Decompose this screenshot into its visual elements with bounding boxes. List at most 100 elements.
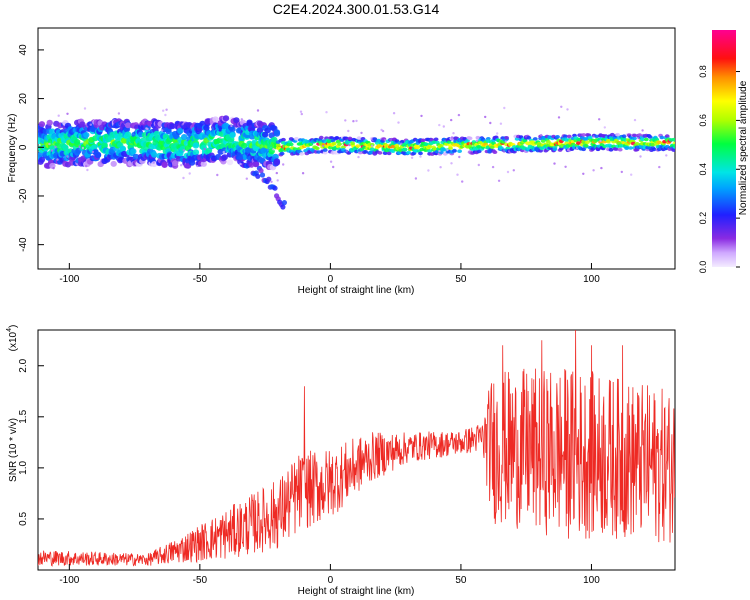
spectrogram-cell [382, 151, 388, 155]
x-tick-label: 0 [328, 575, 334, 586]
spectrogram-cell [583, 143, 589, 148]
spectrogram-speckle [564, 165, 567, 168]
spectrogram-cell [634, 142, 640, 146]
colorbar: 0.0 0.2 0.4 0.6 0.8 Normalized spectral ampl… [698, 30, 749, 273]
spectrogram-speckle [174, 162, 177, 165]
spectrogram-cell [272, 153, 279, 160]
colorbar-tick-label: 0.4 [698, 163, 708, 176]
spectrogram-speckle [222, 150, 225, 154]
spectrogram-speckle [499, 122, 503, 125]
y-tick-label: 2.0 [18, 358, 29, 372]
spectrogram-speckle [152, 161, 155, 164]
snr-series-line [38, 330, 675, 567]
spectrogram-cell [643, 137, 649, 142]
spectrogram-cell [212, 116, 219, 123]
snr-panel: -100 -50 0 50 100 0.5 1.0 1.5 2.0 Height of str… [6, 325, 676, 597]
spectrogram-speckle [427, 169, 430, 172]
spectrogram-cell [427, 144, 432, 149]
spectrogram-speckle [566, 108, 569, 111]
snr-x-ticks: -100 -50 0 50 100 [59, 564, 600, 586]
x-tick-label: -100 [59, 575, 79, 586]
spectrogram-speckle [410, 156, 414, 159]
spectrogram-speckle [348, 143, 351, 147]
spectrogram-speckle [496, 132, 499, 135]
spectrogram-cell [221, 154, 228, 161]
spectrogram-cell [671, 148, 675, 152]
spectrogram-speckle [557, 116, 561, 119]
spectrogram-cell [245, 147, 252, 154]
y-tick-label: 20 [18, 93, 29, 105]
spectrogram-speckle [603, 126, 606, 129]
spectrogram-cell [672, 143, 675, 148]
spectrogram-cell [281, 137, 286, 142]
spectrogram-cell [328, 145, 333, 150]
spectrogram-speckle [360, 131, 363, 135]
spectrogram-cell [294, 137, 299, 141]
snr-frame [37, 329, 676, 571]
spectrogram-speckle [592, 135, 595, 138]
colorbar-tick-label: 0.8 [698, 65, 708, 78]
spectrogram-speckle [582, 172, 585, 175]
spectrogram-speckle [641, 129, 644, 132]
spectrogram-cell [161, 162, 168, 168]
spectrogram-speckle [272, 148, 275, 151]
y-tick-label: 1.0 [18, 460, 29, 474]
spectrogram-speckle [461, 180, 464, 183]
spectrogram-cell [671, 137, 675, 142]
spectrogram-cell [38, 121, 46, 128]
spectrogram-y-label: Frequency (Hz) [7, 114, 18, 183]
spectrogram-speckle [438, 149, 441, 153]
spectrogram-panel: -100 -50 0 50 100 -40 -20 0 20 40 Height of stra… [7, 27, 676, 296]
spectrogram-speckle [592, 169, 595, 172]
spectrogram-speckle [145, 127, 148, 130]
spectrogram-speckle [512, 169, 515, 172]
snr-scale-exp: 4 [6, 328, 13, 332]
spectrogram-speckle [282, 163, 285, 166]
spectrogram-cell [222, 115, 230, 122]
spectrogram-cell [94, 152, 102, 159]
spectrogram-cell [532, 137, 538, 141]
spectrogram-speckle [357, 155, 360, 159]
spectrogram-cell [522, 138, 528, 143]
snr-y-label: SNR (10 * v/v) [8, 418, 19, 482]
spectrogram-speckle [165, 108, 168, 111]
spectrogram-cell [619, 144, 624, 148]
spectrogram-speckle [658, 165, 661, 169]
spectrogram-cell [546, 140, 551, 144]
snr-x-label: Height of straight line (km) [298, 586, 415, 597]
colorbar-gradient [712, 30, 736, 267]
spectrogram-cell [74, 139, 81, 145]
spectrogram-speckle [400, 142, 403, 145]
spectrogram-cell [563, 134, 568, 139]
spectrogram-speckle [66, 112, 69, 116]
spectrogram-cell [356, 136, 362, 140]
spectrogram-speckle [48, 142, 51, 146]
spectrogram-cell [229, 126, 236, 133]
spectrogram-cell [110, 160, 117, 167]
spectrogram-speckle [182, 176, 185, 180]
spectrogram-cell [363, 150, 368, 154]
spectrogram-cell [258, 168, 264, 174]
spectrogram-cell [656, 140, 662, 145]
y-tick-label: -20 [18, 188, 29, 203]
snr-scale-close: ) [8, 325, 19, 328]
spectrogram-heatmap [38, 105, 675, 210]
spectrogram-speckle [164, 113, 167, 117]
spectrogram-speckle [575, 147, 578, 150]
snr-scale-label: (x104) [6, 325, 19, 352]
spectrogram-cell [432, 147, 438, 151]
y-tick-label: 0.5 [18, 512, 29, 526]
spectrogram-cell [420, 138, 426, 143]
spectrogram-speckle [633, 118, 637, 122]
spectrogram-speckle [275, 171, 278, 175]
spectrogram-cell [238, 155, 244, 161]
spectrogram-cell [576, 141, 581, 145]
colorbar-label: Normalized spectral amplitude [738, 80, 749, 215]
spectrogram-speckle [276, 179, 279, 182]
spectrogram-cell [229, 132, 236, 139]
spectrogram-cell [83, 132, 90, 138]
spectrogram-cell [476, 149, 482, 154]
spectrogram-cell [555, 135, 560, 139]
spectrogram-speckle [325, 111, 328, 114]
